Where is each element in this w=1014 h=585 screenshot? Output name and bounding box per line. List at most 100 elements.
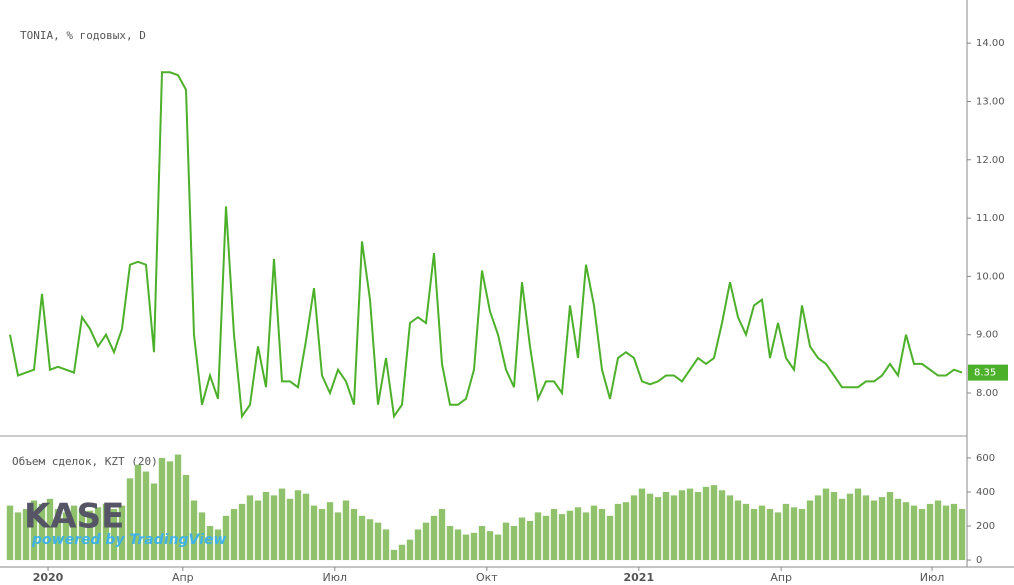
- volume-bar: [598, 509, 606, 561]
- volume-bar: [518, 517, 526, 561]
- volume-bar: [750, 509, 758, 561]
- volume-bar: [70, 505, 78, 561]
- volume-bar: [558, 514, 566, 561]
- volume-bar: [246, 495, 254, 561]
- volume-bar: [102, 503, 110, 561]
- volume-bar: [94, 507, 102, 561]
- volume-bar: [190, 500, 198, 561]
- volume-bar: [54, 509, 62, 561]
- volume-bar: [390, 549, 398, 561]
- volume-bar: [342, 500, 350, 561]
- volume-bar: [30, 500, 38, 561]
- volume-bar: [766, 509, 774, 561]
- volume-bar: [38, 503, 46, 561]
- volume-bar: [118, 505, 126, 561]
- volume-bar: [46, 498, 54, 561]
- volume-bar: [310, 505, 318, 561]
- volume-bar: [398, 544, 406, 561]
- volume-bar: [382, 529, 390, 561]
- volume-bar: [486, 531, 494, 561]
- volume-bar: [790, 507, 798, 561]
- volume-bar: [870, 500, 878, 561]
- volume-bar: [958, 509, 966, 561]
- tonia-line: [9, 71, 963, 420]
- y-tick-label: 13.00: [976, 96, 1005, 107]
- volume-bar: [62, 512, 70, 561]
- volume-bar: [414, 529, 422, 561]
- y-tick-label: 14.00: [976, 38, 1005, 49]
- volume-bar: [446, 526, 454, 561]
- volume-bar: [582, 512, 590, 561]
- volume-bar: [934, 500, 942, 561]
- volume-bar: [590, 505, 598, 561]
- volume-bar: [806, 500, 814, 561]
- volume-bar: [238, 503, 246, 561]
- volume-bar: [222, 515, 230, 561]
- logo-powered: powered by TradingView: [31, 532, 226, 548]
- volume-bar: [206, 526, 214, 561]
- volume-bar: [182, 474, 190, 561]
- volume-bar: [286, 498, 294, 561]
- volume-bar: [526, 520, 534, 561]
- volume-bar: [718, 490, 726, 561]
- volume-bar: [478, 526, 486, 561]
- volume-bar: [622, 502, 630, 561]
- volume-bar: [846, 493, 854, 561]
- volume-bar: [430, 515, 438, 561]
- x-tick-label: Окт: [476, 571, 498, 584]
- volume-bar: [710, 485, 718, 561]
- volume-bar: [614, 503, 622, 561]
- volume-bar: [198, 512, 206, 561]
- volume-bar: [910, 505, 918, 561]
- marks: 8.00 9.00 10.00 11.00 12.00 13.00 14.00 8.35 0 20…: [6, 38, 1008, 584]
- volume-bar: [534, 512, 542, 561]
- volume-bar: [78, 509, 86, 561]
- volume-bar: [606, 515, 614, 561]
- y-tick-label: 600: [976, 453, 995, 464]
- last-value-label: 8.35: [974, 368, 996, 379]
- volume-bar: [782, 503, 790, 561]
- volume-bar: [638, 488, 646, 561]
- volume-bar: [326, 502, 334, 561]
- y-tick-label: 11.00: [976, 213, 1005, 224]
- volume-bar: [838, 498, 846, 561]
- x-tick-label: Июл: [920, 571, 945, 584]
- volume-bar: [438, 509, 446, 561]
- y-tick-label: 9.00: [976, 330, 998, 341]
- volume-bar: [942, 505, 950, 561]
- volume-bar: [662, 491, 670, 561]
- x-tick-label: Июл: [323, 571, 348, 584]
- line-title: TONIA, % годовых, D: [20, 29, 146, 42]
- volume-bar: [854, 488, 862, 561]
- volume-bar: [734, 500, 742, 561]
- volume-bar: [454, 529, 462, 561]
- volume-bar: [694, 491, 702, 561]
- volume-bar: [814, 495, 822, 561]
- volume-bar: [134, 464, 142, 561]
- y-tick-label: 10.00: [976, 271, 1005, 282]
- volume-bar: [374, 522, 382, 561]
- volume-bar: [630, 495, 638, 561]
- volume-bar: [726, 495, 734, 561]
- volume-bar: [318, 509, 326, 561]
- volume-bar: [86, 510, 94, 561]
- volume-bar: [334, 512, 342, 561]
- volume-bar: [702, 486, 710, 561]
- volume-bar: [230, 509, 238, 561]
- volume-bar: [366, 519, 374, 561]
- volume-title: Объем сделок, KZT (20): [12, 455, 158, 468]
- volume-bar: [358, 515, 366, 561]
- volume-bar: [278, 488, 286, 561]
- volume-bar: [406, 539, 414, 561]
- y-tick-label: 200: [976, 521, 995, 532]
- volume-bar: [566, 510, 574, 561]
- volume-bar: [550, 509, 558, 561]
- x-tick-label: 2020: [33, 571, 64, 584]
- volume-bar: [678, 490, 686, 561]
- volume-bar: [126, 478, 134, 561]
- volume-bar: [166, 461, 174, 561]
- volume-bar: [542, 515, 550, 561]
- volume-bar: [646, 493, 654, 561]
